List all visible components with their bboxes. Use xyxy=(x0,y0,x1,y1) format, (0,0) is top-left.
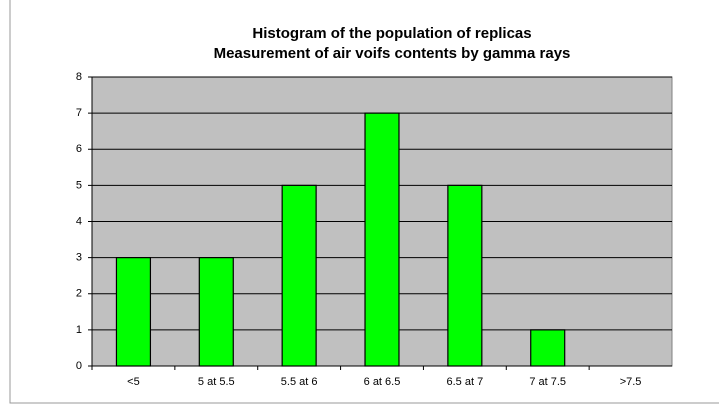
y-tick-label: 8 xyxy=(76,71,82,83)
bar xyxy=(198,257,234,367)
x-tick-label: 6 at 6.5 xyxy=(364,376,401,388)
bar xyxy=(281,184,317,367)
y-tick-label: 0 xyxy=(76,360,82,372)
x-tick-label: >7.5 xyxy=(620,376,642,388)
bar xyxy=(115,257,152,367)
y-tick-label: 2 xyxy=(76,288,82,300)
y-tick-label: 5 xyxy=(76,179,82,191)
y-tick-label: 4 xyxy=(76,215,82,227)
x-tick-label: 5 at 5.5 xyxy=(198,376,235,388)
y-tick-label: 7 xyxy=(76,107,82,119)
bar xyxy=(530,329,566,367)
chart-subtitle: Measurement of air voifs contents by gam… xyxy=(214,45,571,62)
chart-frame xyxy=(9,0,719,404)
y-tick-label: 3 xyxy=(76,252,82,264)
x-tick-label: <5 xyxy=(127,376,140,388)
x-tick-label: 7 at 7.5 xyxy=(529,376,566,388)
y-tick-label: 1 xyxy=(76,324,82,336)
x-tick-label: 6.5 at 7 xyxy=(447,376,484,388)
y-tick-label: 6 xyxy=(76,143,82,155)
chart-title: Histogram of the population of replicas xyxy=(252,25,531,42)
bar xyxy=(447,184,483,367)
x-tick-label: 5.5 at 6 xyxy=(281,376,318,388)
bar xyxy=(364,112,400,367)
